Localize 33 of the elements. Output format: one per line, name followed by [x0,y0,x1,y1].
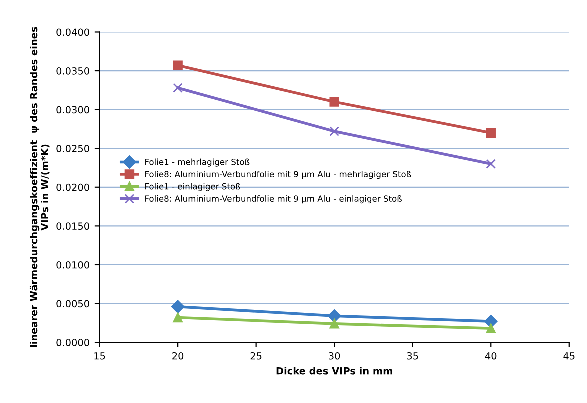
y-tick-label: 0.0150 [56,222,90,230]
x-tick-label: 35 [407,352,418,360]
point [486,128,496,138]
y-tick-label: 0.0350 [56,68,90,75]
legend-label: Folie8: Aluminium-Verbundfolie mit 9 µm Alu - einlagiger Stoß [146,196,402,204]
legend-label: Folie1 - einlagiger Stoß [146,183,240,192]
point [330,126,340,136]
x-tick-label: 20 [172,352,184,360]
point [171,300,185,314]
y-axis-title: linearer Wärmedurchgangskoeffizient ψ des Randes eines VIPs in W/(m*K) [30,27,50,348]
point [173,60,183,70]
point [486,324,496,334]
y-tick-label: 0.0400 [56,28,90,36]
y-tick-label: 0.0200 [56,184,90,192]
point [173,83,183,93]
x-tick-label: 40 [485,352,497,360]
x-tick-label: 25 [250,352,262,360]
x-axis-title: Dicke des VIPs in mm [276,367,392,375]
point [173,312,183,323]
y-tick-label: 0.0050 [56,300,90,308]
y-tick-label: 0.0100 [56,261,90,269]
legend-label: Folie1 - mehrlagiger Stoß [146,158,250,167]
y-tick-label: 0.0300 [56,106,90,114]
y-tick-label: 0.0000 [56,339,90,346]
point [330,97,340,107]
x-tick-label: 15 [94,352,106,360]
point [328,310,342,323]
y-tick-label: 0.0250 [56,145,90,152]
x-tick-label: 45 [564,352,575,360]
point [330,319,340,329]
legend-label: Folie8: Aluminium-Verbundfolie mit 9 µm Alu - mehrlagiger Stoß [146,171,412,180]
point [486,159,496,169]
x-tick-label: 30 [329,352,340,360]
